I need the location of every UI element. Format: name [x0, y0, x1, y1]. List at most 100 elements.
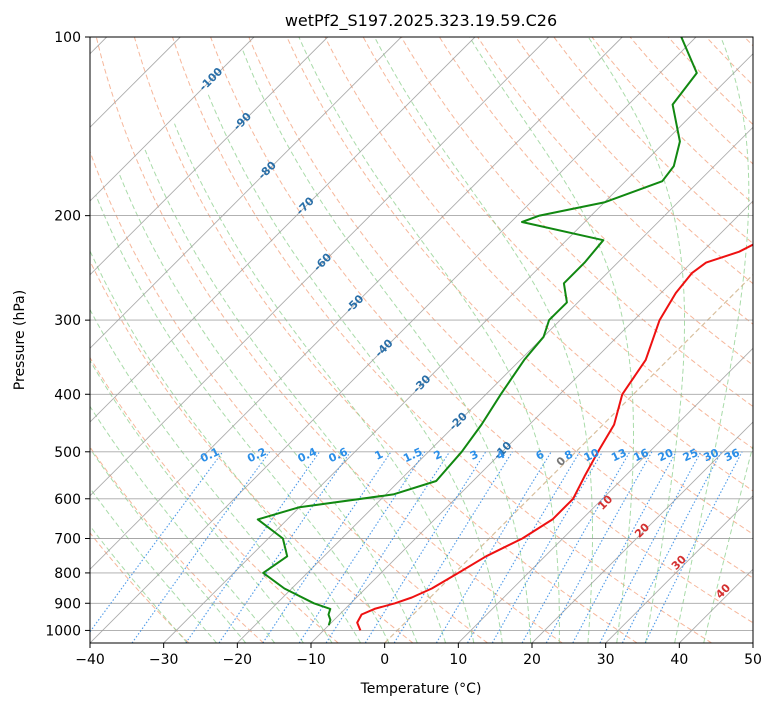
- mixing-ratio-label: 13: [609, 446, 628, 464]
- line-labels: -100-90-80-70-60-50-40-30-20-100.1 0.2 0.4…: [197, 65, 742, 601]
- mixing-ratio-label: 0.4: [296, 445, 319, 465]
- dry-adiabat-line: [90, 356, 339, 643]
- moist-adiabat-line: [90, 525, 188, 643]
- dry-adiabat-line: [362, 37, 753, 450]
- y-tick-label: 500: [54, 445, 81, 461]
- moist-adiabat-line: [674, 37, 750, 643]
- y-tick-label: 600: [54, 492, 81, 508]
- mixing-ratio-label: 1.5: [401, 445, 424, 465]
- mixing-ratio-label: 20: [656, 446, 676, 464]
- y-tick-label: 400: [54, 387, 81, 403]
- isotherm-label: -60: [311, 250, 334, 273]
- dry-adiabat-line: [515, 37, 753, 285]
- isotherm-label: -90: [231, 110, 254, 133]
- mixing-ratio-line: [491, 451, 603, 643]
- mixing-ratio-line: [545, 451, 653, 643]
- mixing-ratio-line: [185, 451, 321, 643]
- dry-adiabat-line: [90, 446, 264, 643]
- mixing-ratio-line: [521, 451, 631, 643]
- moist-adiabat-line: [90, 487, 217, 643]
- dry-adiabat-line: [90, 150, 488, 643]
- mixing-ratio-label: 1: [373, 448, 385, 463]
- dry-adiabat-line: [95, 37, 563, 643]
- x-tick-label: −10: [296, 652, 326, 668]
- moist-adiabat-line: [469, 37, 634, 643]
- x-tick-label: 10: [449, 652, 467, 668]
- isotherm-line: [90, 37, 255, 202]
- dewpoint-line: [256, 37, 698, 626]
- dry-adiabat-line: [705, 37, 753, 86]
- isotherm-line: [236, 126, 753, 643]
- moist-adiabat-line: [374, 37, 593, 643]
- isotherm-line: [90, 37, 550, 497]
- y-axis-label: Pressure (hPa): [12, 290, 28, 390]
- plot-frame: [89, 36, 754, 644]
- mixing-ratio-label: 0.1: [198, 445, 221, 465]
- dry-adiabat-line: [90, 260, 414, 643]
- mixing-ratio-line: [467, 451, 581, 643]
- isotherm-label: -50: [343, 292, 366, 315]
- dry-adiabat-line: [400, 37, 753, 408]
- y-tick-label: 100: [54, 30, 81, 46]
- mixing-ratio-label: 30: [701, 446, 721, 464]
- axes: −40 −30 −20 −10 0 10 20 30 40 5010020030040050060…: [45, 30, 762, 668]
- dry-adiabat-line: [90, 532, 190, 643]
- x-tick-label: 20: [523, 652, 541, 668]
- isotherm-line: [531, 421, 753, 643]
- dry-adiabat-line: [438, 37, 753, 366]
- y-tick-label: 300: [54, 313, 81, 329]
- moist-adiabat-line: [95, 195, 390, 643]
- mixing-ratio-label: 0.2: [245, 445, 268, 465]
- moist-adiabat-line: [144, 149, 447, 643]
- isotherm-label: -40: [372, 336, 395, 359]
- isotherm-label: -30: [410, 372, 433, 395]
- isotherm-line: [384, 273, 753, 643]
- moist-adiabat-label: 10: [595, 492, 615, 512]
- mixing-ratio-line: [298, 451, 426, 643]
- isotherm-line: [90, 37, 476, 423]
- y-tick-label: 1000: [45, 623, 81, 639]
- chart-title: wetPf2_S197.2025.323.19.59.C26: [285, 11, 557, 31]
- mixing-ratio-line: [364, 451, 487, 643]
- profile-lines: [256, 37, 753, 631]
- mixing-ratio-label: 16: [632, 446, 652, 464]
- moist-adiabat-line: [587, 37, 685, 643]
- moist-adiabat-line: [174, 123, 475, 643]
- mixing-ratio-line: [621, 451, 722, 643]
- moist-adiabat-line: [207, 94, 503, 643]
- moist-adiabat-line: [90, 249, 362, 643]
- isotherm-line: [90, 37, 402, 349]
- mixing-ratio-line: [90, 451, 224, 633]
- dry-adiabat-line: [324, 37, 753, 492]
- mixing-ratio-label: 36: [722, 446, 742, 464]
- dry-adiabat-line: [248, 37, 753, 579]
- dry-adiabat-line: [591, 37, 753, 205]
- mixing-ratio-line: [325, 451, 451, 643]
- mixing-ratio-line: [435, 451, 552, 643]
- x-tick-label: 50: [744, 652, 762, 668]
- moist-adiabat-line: [242, 49, 532, 643]
- dry-adiabat-line: [210, 37, 753, 624]
- x-tick-label: 0: [380, 652, 389, 668]
- moist-adiabat-label: 20: [632, 520, 652, 540]
- isotherm-line: [605, 495, 753, 643]
- y-tick-label: 700: [54, 532, 81, 548]
- dry-adiabat-line: [133, 37, 638, 643]
- dry-adiabat-line: [744, 37, 753, 47]
- mixing-ratio-line: [644, 451, 743, 643]
- moist-adiabat-line: [90, 359, 304, 643]
- isotherm-line: [90, 37, 623, 570]
- mixing-ratio-label: 10: [582, 446, 602, 464]
- y-tick-label: 200: [54, 209, 81, 225]
- mixing-ratio-label: 25: [681, 446, 700, 464]
- isotherm-line: [90, 37, 329, 276]
- mixing-ratio-label: 6: [534, 448, 547, 463]
- x-tick-label: −20: [223, 652, 253, 668]
- background-lines: [90, 37, 753, 643]
- isotherm-line: [310, 200, 753, 643]
- isotherm-line: [752, 642, 753, 643]
- temperature-line: [356, 243, 753, 631]
- moist-adiabat-line: [90, 308, 333, 643]
- mixing-ratio-line: [131, 451, 271, 643]
